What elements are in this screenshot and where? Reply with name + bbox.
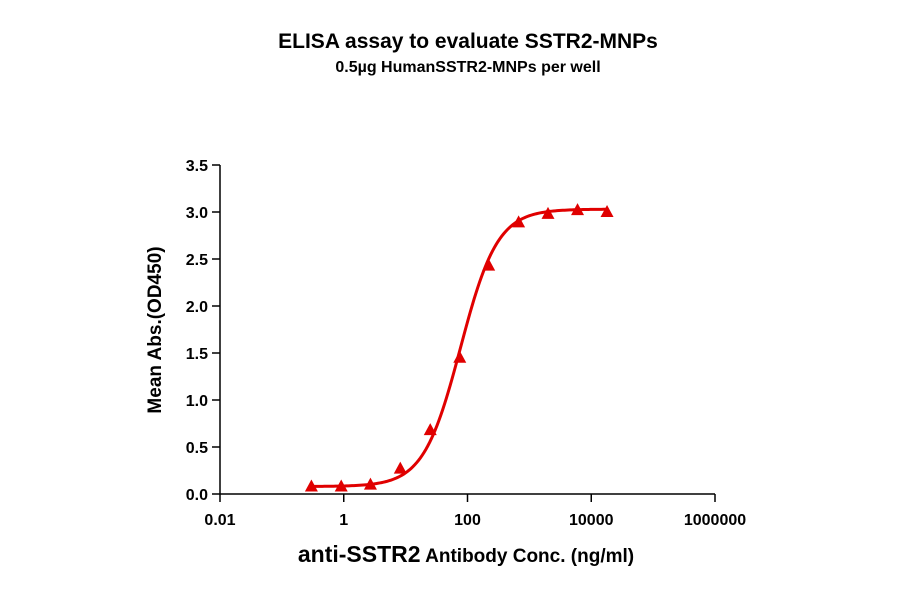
axes: 0.0 0.5 1.0 1.5 2.0 2.5 3.0 3.5 0.01 1 100 10000 100… [186,158,746,529]
y-tick-label: 2.5 [186,252,208,269]
data-point [571,203,585,216]
x-axis-label-suffix: Antibody Conc. (ng/ml) [421,546,635,567]
data-point [541,206,555,219]
data-point [453,350,467,363]
chart-subtitle: 0.5µg HumanSSTR2-MNPs per well [335,59,600,76]
y-axis-label: Mean Abs.(OD450) [145,246,166,413]
data-point [393,461,407,474]
data-point [334,479,348,492]
data-point [304,479,318,492]
data-point [482,258,496,271]
y-tick-label: 0.5 [186,440,208,457]
fit-curve [311,207,608,488]
y-tick-label: 0.0 [186,487,208,504]
x-tick-label: 0.01 [204,512,235,529]
x-tick-label: 10000 [569,512,614,529]
x-axis-label: anti-SSTR2 Antibody Conc. (ng/ml) [298,541,634,567]
x-tick-label: 1 [339,512,348,529]
y-tick-label: 1.0 [186,393,208,410]
data-point [600,205,614,217]
x-axis-label-prefix: anti-SSTR2 [298,541,421,567]
y-tick-label: 3.5 [186,158,208,175]
chart-title: ELISA assay to evaluate SSTR2-MNPs [278,30,658,53]
data-point [512,215,526,228]
x-tick-label: 100 [454,512,481,529]
plot-area [304,203,614,492]
data-point [423,423,437,436]
data-point [363,477,377,490]
y-tick-label: 1.5 [186,346,208,363]
y-tick-label: 2.0 [186,299,208,316]
y-tick-label: 3.0 [186,205,208,222]
x-tick-label: 1000000 [684,512,746,529]
